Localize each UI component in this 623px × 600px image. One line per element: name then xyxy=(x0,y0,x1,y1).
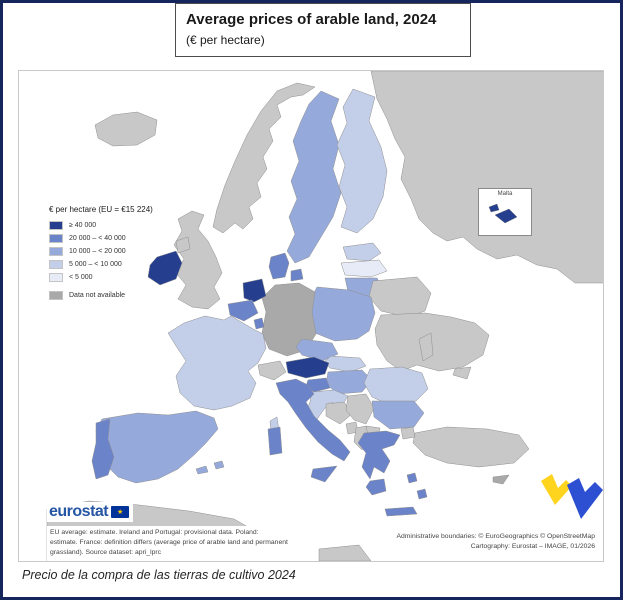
legend-item: Data not available xyxy=(49,291,153,300)
country-GR-PELOPONNESE xyxy=(365,478,387,496)
country-DK xyxy=(268,252,290,280)
country-SK xyxy=(323,355,367,373)
image-logo-yellow-shape xyxy=(541,474,572,505)
legend-swatch xyxy=(49,291,63,300)
legend-swatch xyxy=(49,260,63,269)
legend-item-label: Data not available xyxy=(69,292,126,299)
country-RS xyxy=(345,393,375,425)
image-logo-blue-shape xyxy=(567,478,603,519)
malta-inset-map xyxy=(488,203,518,224)
map-subtitle: (€ per hectare) xyxy=(186,33,265,47)
legend-item-label: 10 000 – < 20 000 xyxy=(69,248,126,255)
legend-swatch xyxy=(49,234,63,243)
country-FI xyxy=(336,88,388,234)
image-logo xyxy=(541,474,603,519)
country-IE xyxy=(147,250,183,286)
country-UA-CRIMEA xyxy=(452,366,472,380)
country-DE xyxy=(261,282,317,357)
country-EE xyxy=(342,242,382,262)
legend-items: ≥ 40 000 20 000 – < 40 000 10 000 – < 20 0… xyxy=(49,221,153,300)
attribution-line2: Cartography: Eurostat – IMAGE, 01/2026 xyxy=(470,542,595,550)
malta-inset-label: Malta xyxy=(497,191,513,197)
malta-inset: Malta xyxy=(478,188,532,236)
country-NO xyxy=(212,82,316,234)
map-legend: € per hectare (EU = €15 224) ≥ 40 000 20 … xyxy=(49,205,153,304)
country-ES-BALEARICS2 xyxy=(213,460,225,470)
country-IT-SICILY xyxy=(310,465,338,483)
caption: Precio de la compra de las tierras de cu… xyxy=(22,568,296,582)
map-panel: € per hectare (EU = €15 224) ≥ 40 000 20 … xyxy=(18,70,604,562)
legend-swatch xyxy=(49,247,63,256)
country-MD xyxy=(418,332,434,362)
legend-title: € per hectare (EU = €15 224) xyxy=(49,205,153,214)
legend-item: ≥ 40 000 xyxy=(49,221,153,230)
eu-flag-icon xyxy=(111,506,130,518)
europe-map xyxy=(46,71,603,561)
legend-item: < 5 000 xyxy=(49,273,153,282)
country-LU xyxy=(253,317,265,330)
country-DK-ISLES xyxy=(290,268,304,282)
country-IT-SARDINIA xyxy=(267,426,283,456)
country-CY xyxy=(492,474,510,485)
legend-item: 20 000 – < 40 000 xyxy=(49,234,153,243)
country-RO xyxy=(363,366,429,406)
country-PL xyxy=(309,286,376,342)
country-GR xyxy=(357,430,401,480)
country-FR xyxy=(167,315,267,411)
country-RU xyxy=(370,71,603,284)
country-ES-BALEARICS xyxy=(195,465,209,475)
eurostat-wordmark: eurostat xyxy=(49,503,109,520)
country-TR-THRACE xyxy=(400,426,416,440)
country-GR-CRETE xyxy=(384,506,418,517)
country-UK-NI xyxy=(175,236,191,254)
country-NL xyxy=(242,278,267,303)
legend-item-label: 5 000 – < 10 000 xyxy=(69,261,122,268)
attribution: Administrative boundaries: © EuroGeograp… xyxy=(394,530,597,553)
legend-item-label: ≥ 40 000 xyxy=(69,222,97,229)
country-SE xyxy=(286,90,342,264)
country-BA xyxy=(325,401,353,425)
title-box: Average prices of arable land, 2024 (€ p… xyxy=(175,3,471,57)
country-PT xyxy=(91,418,115,480)
footnote-text: EU average: estimate. Ireland and Portug… xyxy=(47,526,291,561)
country-UK xyxy=(173,210,223,310)
legend-item: 5 000 – < 10 000 xyxy=(49,260,153,269)
country-MT-gozo xyxy=(488,203,500,213)
legend-item: 10 000 – < 20 000 xyxy=(49,247,153,256)
map-title: Average prices of arable land, 2024 xyxy=(186,11,437,28)
country-AFRICA2 xyxy=(318,544,372,561)
country-BG xyxy=(371,400,425,430)
attribution-line1: Administrative boundaries: © EuroGeograp… xyxy=(396,532,595,540)
legend-item-label: < 5 000 xyxy=(69,274,93,281)
country-GR-ISLANDS xyxy=(416,488,428,500)
country-BY xyxy=(368,276,432,318)
country-TR xyxy=(412,426,530,468)
country-LV xyxy=(340,259,388,278)
eurostat-logo: eurostat xyxy=(47,502,134,522)
country-CH xyxy=(257,360,287,381)
country-IS xyxy=(94,111,158,147)
country-MT xyxy=(494,208,518,224)
country-GR-ISLANDS2 xyxy=(406,472,418,484)
legend-swatch xyxy=(49,221,63,230)
legend-swatch xyxy=(49,273,63,282)
country-BE xyxy=(227,299,259,322)
country-AT xyxy=(285,356,330,379)
legend-item-label: 20 000 – < 40 000 xyxy=(69,235,126,242)
country-IT xyxy=(275,378,351,462)
